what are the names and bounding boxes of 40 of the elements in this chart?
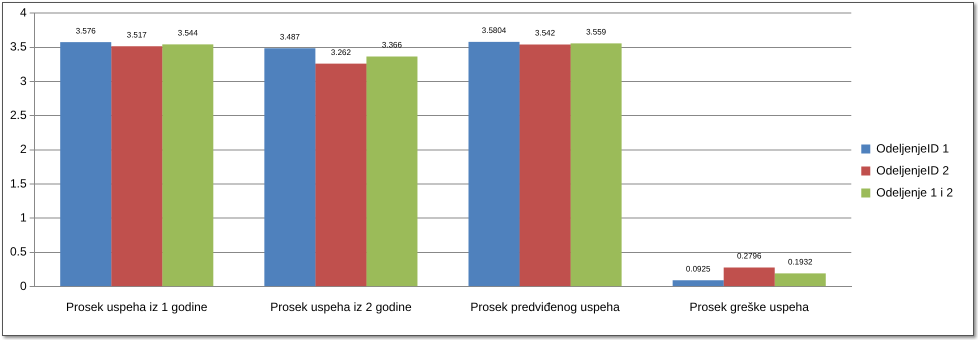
bar xyxy=(111,46,162,286)
y-tick-label: 1 xyxy=(20,210,27,225)
legend-label: OdeljenjeID 2 xyxy=(876,163,950,178)
x-tick-label: Prosek greške uspeha xyxy=(690,300,810,314)
data-label: 3.366 xyxy=(382,40,402,50)
bar xyxy=(468,42,520,286)
data-label: 3.262 xyxy=(330,48,352,57)
bar xyxy=(724,267,775,286)
legend-label: Odeljenje 1 i 2 xyxy=(876,185,954,200)
data-label: 0.1932 xyxy=(788,258,814,267)
bar xyxy=(264,48,316,286)
y-tick-label: 1.5 xyxy=(10,176,27,190)
bar xyxy=(570,43,622,286)
data-label: 3.5804 xyxy=(482,26,507,36)
data-label: 0.0925 xyxy=(686,264,711,274)
y-tick-label: 3 xyxy=(20,74,27,88)
bar xyxy=(60,42,112,286)
x-tick-label: Prosek uspeha iz 2 godine xyxy=(270,300,412,314)
data-label: 3.544 xyxy=(178,28,198,38)
y-tick-label: 0.5 xyxy=(10,244,27,259)
y-tick-label: 4 xyxy=(20,6,27,20)
y-tick-label: 0 xyxy=(20,278,27,293)
data-label: 3.487 xyxy=(280,32,300,42)
bar xyxy=(162,44,214,286)
data-label: 3.517 xyxy=(126,30,148,40)
legend-label: OdeljenjeID 1 xyxy=(876,141,950,156)
y-tick-label: 2.5 xyxy=(10,108,27,122)
x-tick-label: Prosek uspeha iz 1 godine xyxy=(66,300,208,314)
bar xyxy=(774,273,826,286)
y-tick-label: 2 xyxy=(20,142,27,156)
data-label: 0.2796 xyxy=(736,252,762,261)
bar xyxy=(315,64,366,286)
bar xyxy=(366,56,418,286)
data-label: 3.576 xyxy=(76,26,96,36)
x-tick-label: Prosek predviđenog uspeha xyxy=(470,300,620,314)
y-tick-label: 3.5 xyxy=(10,40,27,54)
data-label: 3.559 xyxy=(586,28,607,37)
data-label: 3.542 xyxy=(535,28,556,38)
bar xyxy=(672,280,724,286)
bar xyxy=(520,44,571,286)
